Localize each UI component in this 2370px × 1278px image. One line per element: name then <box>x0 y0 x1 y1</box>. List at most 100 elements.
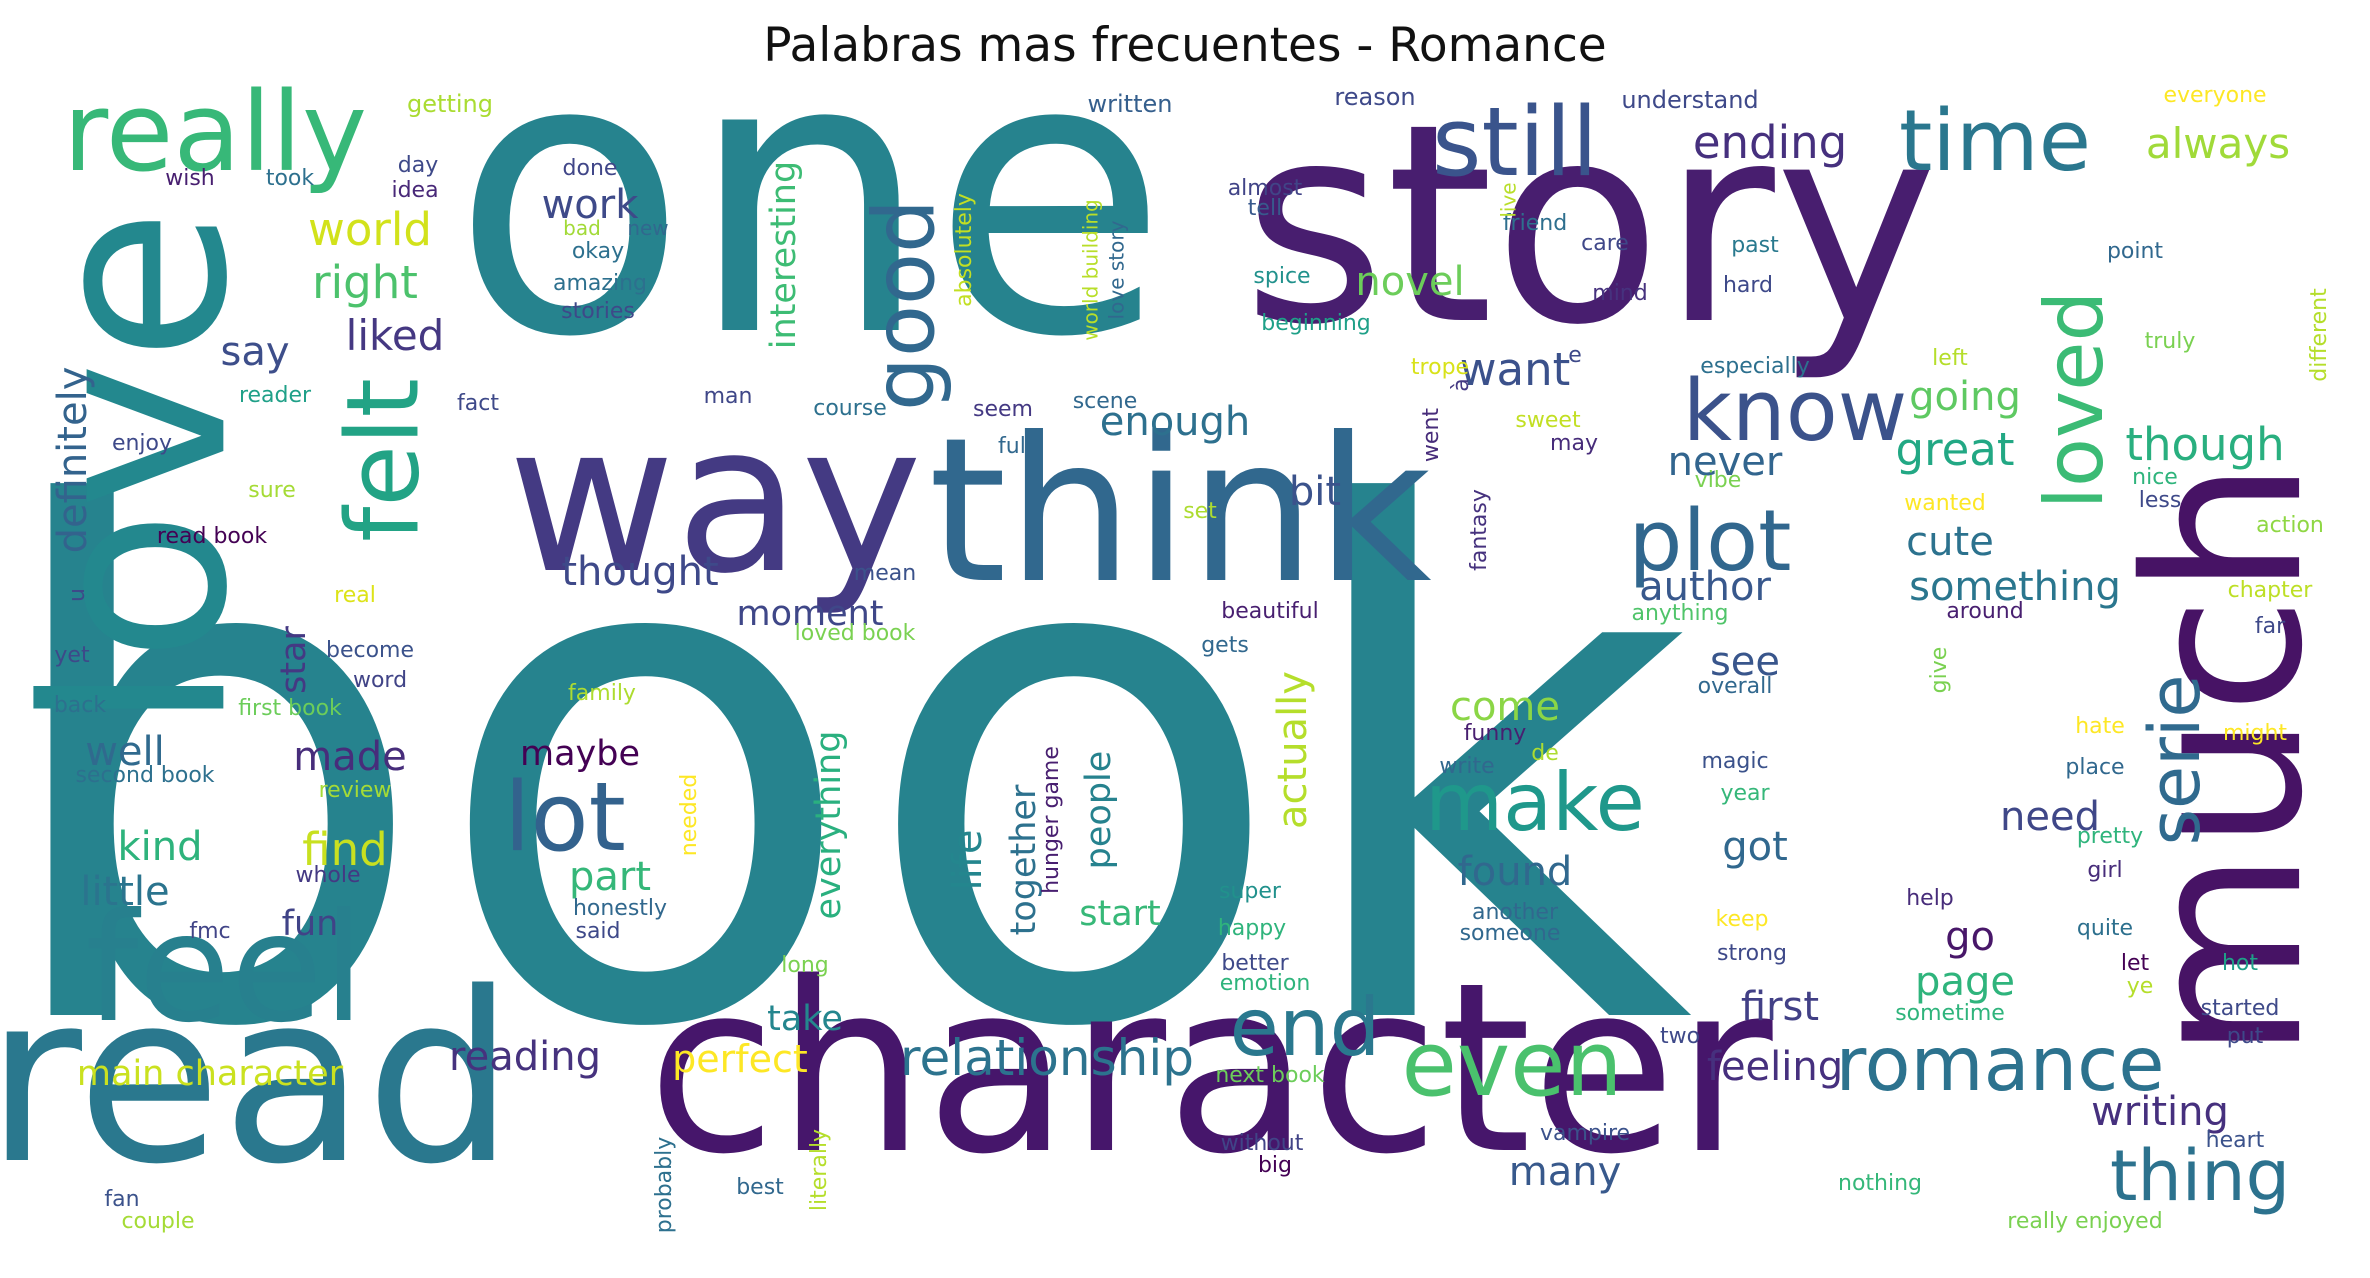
word-really: really <box>63 68 367 196</box>
word-liked: liked <box>346 311 445 360</box>
word-everything: everything <box>809 731 849 920</box>
word-loved-book: loved book <box>795 621 916 646</box>
word-understand: understand <box>1621 86 1758 114</box>
word-might: might <box>2223 721 2287 746</box>
word-make: make <box>1425 756 1645 849</box>
word-beginning: beginning <box>1261 311 1370 336</box>
word-de: de <box>1531 741 1559 766</box>
word-seem: seem <box>973 397 1033 422</box>
word-big: big <box>1258 1153 1292 1178</box>
word-fmc: fmc <box>189 919 230 944</box>
word-enough: enough <box>1100 399 1251 445</box>
word-set: set <box>1183 499 1217 524</box>
word-never: never <box>1668 439 1783 485</box>
word-feeling: feeling <box>1707 1044 1843 1090</box>
word-real: real <box>334 583 376 608</box>
word-better: better <box>1221 951 1289 976</box>
word-anything: anything <box>1631 601 1728 626</box>
word-needed: needed <box>677 774 702 856</box>
word-put: put <box>2227 1024 2264 1049</box>
word-reason: reason <box>1334 83 1415 111</box>
word-love-story: love story <box>1105 220 1129 319</box>
word-absolutely: absolutely <box>952 193 977 307</box>
word-especially: especially <box>1700 354 1809 379</box>
word-sweet: sweet <box>1515 408 1581 433</box>
word-long: long <box>781 953 828 978</box>
word-definitely: definitely <box>50 367 96 554</box>
word-went: went <box>1419 408 1444 462</box>
word-year: year <box>1720 781 1770 806</box>
word-without: without <box>1221 1131 1304 1156</box>
word-e: e <box>1568 343 1582 368</box>
word-mind: mind <box>1592 281 1647 306</box>
word-fan: fan <box>104 1187 139 1212</box>
word-u: u <box>65 588 90 602</box>
word-wish: wish <box>165 166 215 191</box>
word-nice: nice <box>2132 465 2178 490</box>
word-going: going <box>1909 374 2021 420</box>
word-romance: romance <box>1835 1020 2164 1108</box>
word-hot: hot <box>2222 951 2258 976</box>
word-even: even <box>1401 1012 1622 1117</box>
word-truly: truly <box>2145 329 2196 354</box>
word-wanted: wanted <box>1904 491 1986 516</box>
word-see: see <box>1710 639 1780 685</box>
word-story: story <box>1242 65 1937 385</box>
word-know: know <box>1683 362 1908 461</box>
word-main-character: main character <box>77 1054 344 1094</box>
word-gets: gets <box>1201 633 1249 658</box>
word-first: first <box>1741 984 1819 1030</box>
word-great: great <box>1896 423 2015 476</box>
word-help: help <box>1906 886 1954 911</box>
word-new: new <box>627 216 668 240</box>
word-reader: reader <box>239 383 312 408</box>
word-funny: funny <box>1464 721 1527 746</box>
word-best: best <box>736 1175 784 1200</box>
word-couple: couple <box>121 1209 194 1234</box>
word-far: far <box>2255 614 2286 639</box>
word-next-book: next book <box>1215 1063 1325 1088</box>
word-part: part <box>569 854 651 900</box>
word-well: well <box>85 729 165 775</box>
word-moment: moment <box>736 594 883 634</box>
word-interesting: interesting <box>764 161 804 349</box>
word-time: time <box>1899 92 2091 191</box>
word-author: author <box>1639 564 1771 610</box>
word-may: may <box>1550 431 1598 456</box>
word-yet: yet <box>54 643 90 668</box>
word-overall: overall <box>1698 674 1773 699</box>
word-novel: novel <box>1355 259 1464 305</box>
word-together: together <box>1004 784 1044 935</box>
chart-title: Palabras mas frecuentes - Romance <box>763 18 1607 73</box>
word-strong: strong <box>1717 941 1787 966</box>
word-cute: cute <box>1906 519 1994 565</box>
word-book: book <box>0 366 1693 1181</box>
word-sometime: sometime <box>1895 1001 2005 1026</box>
word-want: want <box>1460 343 1571 396</box>
word-scene: scene <box>1073 389 1138 414</box>
word-work: work <box>542 182 640 228</box>
word-around: around <box>1946 599 2023 624</box>
word-say: say <box>220 329 289 375</box>
word-fun: fun <box>282 904 339 944</box>
word-someone: someone <box>1460 921 1561 946</box>
word-something: something <box>1909 564 2121 610</box>
word-made: made <box>293 734 406 780</box>
word-spice: spice <box>1253 264 1310 289</box>
word-always: always <box>2146 119 2290 168</box>
word-vampire: vampire <box>1540 1121 1630 1146</box>
word-friend: friend <box>1503 211 1567 236</box>
word-started: started <box>2201 996 2280 1021</box>
word-take: take <box>767 999 843 1039</box>
word-ye: ye <box>2127 974 2154 999</box>
word-written: written <box>1088 90 1173 118</box>
word-start: start <box>1079 894 1161 934</box>
word-give: give <box>1927 647 1952 694</box>
word-lot: lot <box>504 763 626 873</box>
word-hard: hard <box>1723 273 1773 298</box>
word-thing: thing <box>2110 1135 2290 1217</box>
word-almost: almost <box>1228 176 1303 201</box>
word-got: got <box>1722 824 1788 870</box>
word-day: day <box>398 153 438 178</box>
